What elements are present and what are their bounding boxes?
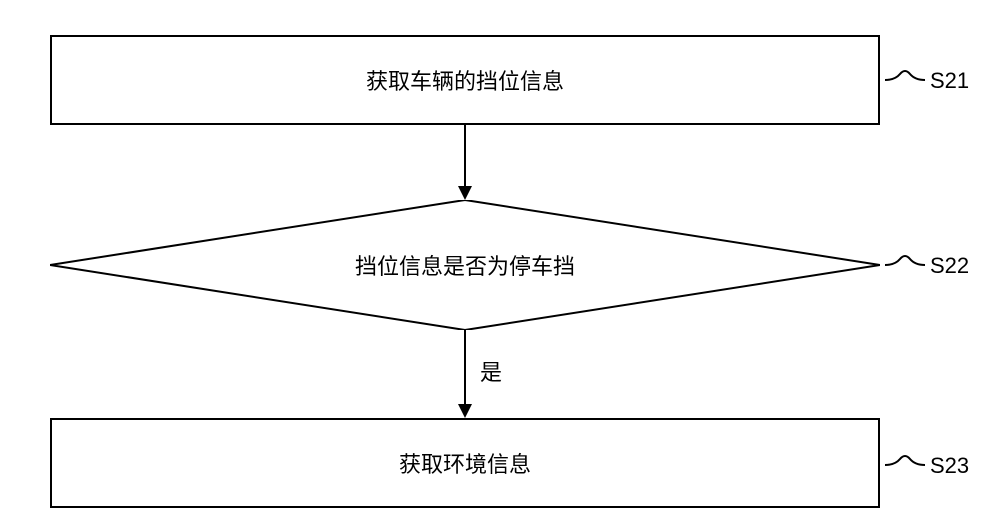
flowchart-step-box: 获取环境信息 — [50, 418, 880, 508]
edge-label: 是 — [480, 355, 502, 387]
step-label: S21 — [930, 68, 969, 94]
bracket-icon — [885, 453, 925, 477]
arrow-line — [464, 125, 466, 187]
flowchart-step-box: 获取车辆的挡位信息 — [50, 35, 880, 125]
bracket-icon — [885, 68, 925, 92]
flowchart-decision-box: 挡位信息是否为停车挡 — [50, 200, 880, 330]
step-text: 获取环境信息 — [399, 447, 531, 479]
step-label: S22 — [930, 253, 969, 279]
step-text: 获取车辆的挡位信息 — [366, 64, 564, 96]
decision-text: 挡位信息是否为停车挡 — [355, 249, 575, 281]
bracket-icon — [885, 253, 925, 277]
step-label: S23 — [930, 453, 969, 479]
flowchart-container: 获取车辆的挡位信息 S21 挡位信息是否为停车挡 S22 是 获取环境信息 S2… — [0, 0, 1000, 531]
arrow-head-icon — [458, 404, 472, 418]
arrow-line — [464, 330, 466, 405]
arrow-head-icon — [458, 186, 472, 200]
